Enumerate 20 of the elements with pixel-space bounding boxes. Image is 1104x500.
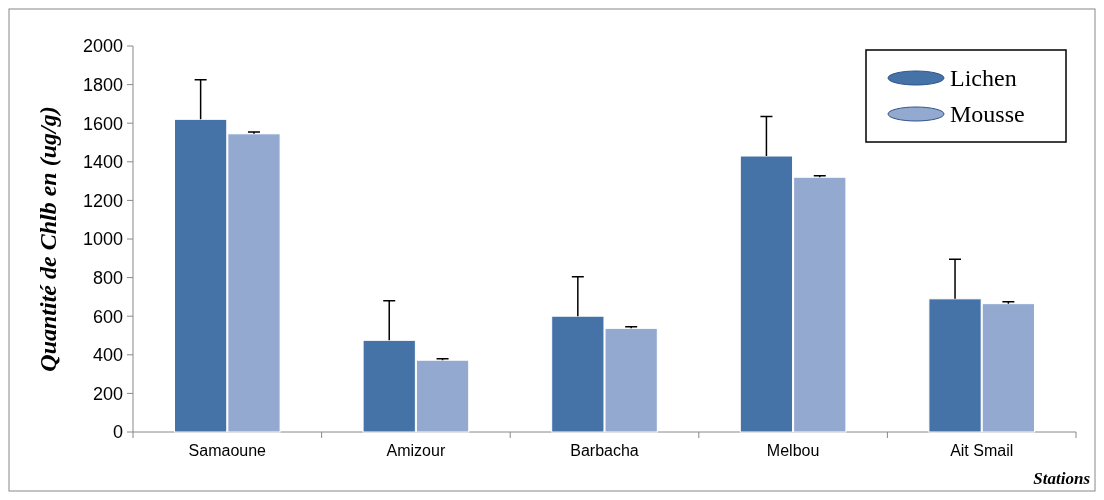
x-tick-label: Melbou [766, 442, 820, 459]
y-tick-label: 200 [92, 383, 123, 404]
y-tick-label: 1800 [82, 74, 123, 95]
y-tick-label: 600 [92, 306, 123, 327]
y-tick-label: 1400 [82, 152, 123, 173]
x-axis-title: Stations [1033, 469, 1091, 488]
y-tick-label: 1000 [82, 229, 123, 250]
y-axis-title: Quantité de Chlb en (ug/g) [35, 106, 61, 372]
x-tick-label: Ait Smail [950, 442, 1014, 459]
legend-label: Mousse [950, 101, 1025, 128]
x-tick-label: Barbacha [570, 442, 639, 459]
x-tick-label: Samaoune [188, 442, 267, 459]
y-tick-label: 800 [92, 267, 123, 288]
legend-label: Lichen [950, 65, 1017, 92]
y-tick-label: 0 [112, 422, 123, 443]
x-tick-label: Amizour [386, 442, 446, 459]
y-tick-label: 400 [92, 345, 123, 366]
y-tick-label: 1200 [82, 190, 123, 211]
y-tick-label: 2000 [82, 36, 123, 57]
y-tick-label: 1600 [82, 113, 123, 134]
